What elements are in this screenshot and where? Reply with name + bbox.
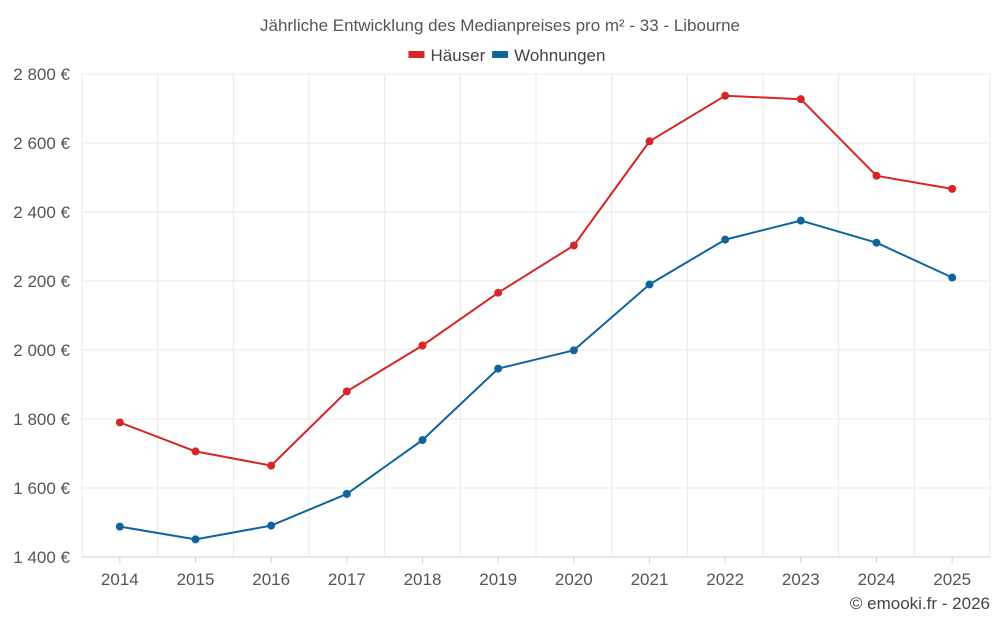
y-tick-label: 1 600 € <box>13 479 70 498</box>
data-point <box>569 346 578 355</box>
legend-label: Wohnungen <box>514 46 605 65</box>
legend-item: Häuser <box>408 46 486 65</box>
series-2 <box>115 216 957 544</box>
legend-item: Wohnungen <box>492 46 605 65</box>
data-point <box>342 387 351 396</box>
x-tick-label: 2018 <box>404 570 442 589</box>
y-tick-label: 2 800 € <box>13 65 70 84</box>
x-tick-label: 2017 <box>328 570 366 589</box>
data-point <box>948 273 957 282</box>
data-point <box>494 364 503 373</box>
legend-label: Häuser <box>431 46 486 65</box>
data-point <box>872 238 881 247</box>
series-1 <box>115 91 957 470</box>
y-tick-label: 1 400 € <box>13 548 70 567</box>
data-point <box>494 288 503 297</box>
y-tick-label: 2 000 € <box>13 341 70 360</box>
data-point <box>267 521 276 530</box>
data-point <box>191 447 200 456</box>
x-tick-label: 2023 <box>782 570 820 589</box>
series-line <box>119 219 953 541</box>
x-tick-label: 2021 <box>631 570 669 589</box>
x-tick-label: 2025 <box>933 570 971 589</box>
credit-text: © emooki.fr - 2026 <box>850 594 990 613</box>
data-point <box>721 91 730 100</box>
data-point <box>267 461 276 470</box>
data-point <box>418 341 427 350</box>
data-point <box>796 216 805 225</box>
legend-swatch <box>492 51 509 58</box>
legend-swatch <box>408 51 425 58</box>
x-tick-label: 2019 <box>479 570 517 589</box>
x-tick-label: 2022 <box>706 570 744 589</box>
data-point <box>872 171 881 180</box>
y-axis: 1 400 € 1 600 € 1 800 € 2 000 € 2 200 € 2 400… <box>13 65 70 567</box>
x-tick-label: 2024 <box>858 570 896 589</box>
data-point <box>115 418 124 427</box>
series-line <box>119 94 953 467</box>
x-tick-label: 2014 <box>101 570 139 589</box>
data-point <box>645 280 654 289</box>
series-layer <box>115 91 957 544</box>
data-point <box>115 522 124 531</box>
data-point <box>948 184 957 193</box>
data-point <box>418 436 427 445</box>
data-point <box>796 95 805 104</box>
x-tick-label: 2015 <box>177 570 215 589</box>
y-tick-label: 1 800 € <box>13 410 70 429</box>
grid-layer <box>81 73 991 558</box>
legend: Häuser Wohnungen <box>408 46 605 65</box>
y-tick-label: 2 200 € <box>13 272 70 291</box>
x-tick-label: 2016 <box>252 570 290 589</box>
data-point <box>645 137 654 146</box>
data-point <box>342 489 351 498</box>
y-tick-label: 2 400 € <box>13 203 70 222</box>
data-point <box>721 235 730 244</box>
data-point <box>191 535 200 544</box>
chart-title: Jährliche Entwicklung des Medianpreises … <box>260 16 740 35</box>
y-tick-label: 2 600 € <box>13 134 70 153</box>
data-point <box>569 241 578 250</box>
x-axis: 2014 2015 2016 2017 2018 2019 2020 2021 2022 2023… <box>101 557 971 589</box>
x-tick-label: 2020 <box>555 570 593 589</box>
